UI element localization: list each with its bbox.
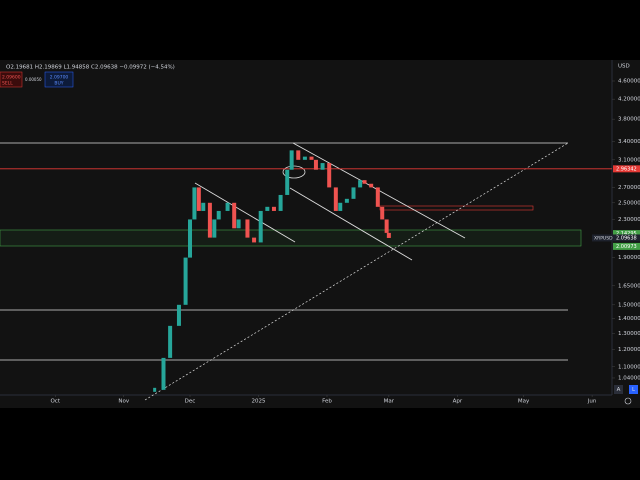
candle	[309, 156, 314, 160]
x-tick-label: Dec	[185, 399, 196, 405]
candle	[216, 210, 221, 220]
x-tick-label: Mar	[384, 399, 395, 405]
candle	[245, 219, 250, 238]
scale-button[interactable]	[614, 385, 623, 394]
x-tick-label: Jun	[587, 399, 597, 405]
candle	[338, 202, 343, 211]
chart-background	[0, 60, 640, 408]
candle	[201, 202, 206, 211]
scale-button[interactable]	[629, 385, 638, 394]
sell-price[interactable]: 2.09600	[2, 75, 21, 81]
candle	[192, 187, 197, 220]
x-tick-label: Feb	[322, 399, 332, 405]
y-tick-label: 1.50000	[618, 302, 640, 308]
y-tick-label: 1.30000	[618, 331, 640, 337]
y-tick-label: 2.30000	[618, 217, 640, 223]
candle	[285, 169, 290, 195]
price-tag-label: 2.96342	[616, 166, 637, 172]
y-tick-label: 1.04000	[618, 375, 640, 381]
y-tick-label: 1.20000	[618, 347, 640, 353]
ohlc-header: O2.19681 H2.19869 L1.94858 C2.09638 −0.0…	[6, 65, 175, 71]
y-tick-label: 2.50000	[618, 200, 640, 206]
y-tick-label: 3.10000	[618, 157, 640, 163]
candle	[278, 194, 283, 211]
price-tag	[613, 165, 640, 173]
candle	[188, 219, 193, 258]
candle	[207, 202, 212, 238]
candle	[232, 202, 237, 229]
candle	[344, 198, 349, 203]
y-tick-label: 3.80000	[618, 117, 640, 123]
y-tick-label: 1.90000	[618, 255, 640, 261]
candle	[369, 183, 374, 188]
candle	[375, 187, 380, 207]
sell-label[interactable]: SELL	[2, 81, 13, 87]
candle	[183, 257, 188, 305]
candle	[320, 163, 325, 170]
x-tick-label: Apr	[453, 399, 463, 405]
channel-line	[194, 182, 296, 243]
candle	[258, 210, 263, 243]
candle	[384, 219, 389, 233]
x-tick-label: Oct	[50, 399, 60, 405]
candle	[252, 237, 257, 243]
candle	[380, 206, 385, 220]
price-tag-label: 2.09638	[616, 235, 637, 241]
candle	[327, 163, 332, 188]
candle	[333, 187, 338, 211]
zone	[0, 229, 582, 247]
candle	[225, 202, 230, 211]
y-tick-label: 3.40000	[618, 139, 640, 145]
candle	[212, 219, 217, 238]
price-tag	[613, 242, 640, 250]
candle	[302, 156, 307, 160]
price-tag-label: 2.14295	[616, 231, 637, 237]
zone	[379, 205, 534, 211]
price-tag-label: 2.00973	[616, 244, 637, 250]
price-tag	[613, 234, 640, 242]
y-tick-label: 1.10000	[618, 364, 640, 370]
channel-line	[289, 187, 413, 261]
buy-label[interactable]: BUY	[54, 81, 63, 87]
candle	[265, 206, 270, 211]
candle	[236, 219, 241, 229]
scale-button-label[interactable]: L	[632, 387, 636, 393]
x-tick-label: 2025	[251, 399, 265, 405]
settings-icon[interactable]	[624, 397, 632, 405]
candle	[351, 187, 356, 199]
candle	[362, 180, 367, 184]
annotation-circle	[282, 165, 306, 179]
scale-button-label[interactable]: A	[617, 387, 621, 393]
candle	[271, 206, 276, 211]
x-tick-label: May	[518, 399, 530, 405]
y-tick-label: 1.65000	[618, 283, 640, 289]
y-tick-label: 2.70000	[618, 185, 640, 191]
spread: 0.00050	[25, 77, 42, 82]
candle	[386, 232, 391, 238]
candle	[161, 357, 166, 390]
candle	[358, 180, 363, 188]
currency[interactable]: USD	[618, 64, 630, 70]
candle	[176, 304, 181, 326]
candle	[196, 187, 201, 211]
x-tick-label: Nov	[118, 399, 129, 405]
y-tick-label: 1.40000	[618, 316, 640, 322]
symbol-label: XRPUSD	[594, 235, 613, 241]
y-tick-label: 4.60000	[618, 79, 640, 85]
candle	[168, 325, 173, 358]
candle	[313, 159, 318, 170]
buy-price[interactable]: 2.09700	[50, 75, 69, 81]
trendline	[144, 142, 569, 401]
buy-button[interactable]	[44, 71, 74, 88]
y-tick-label: 4.20000	[618, 97, 640, 103]
sell-button[interactable]	[0, 71, 23, 88]
candle	[289, 150, 294, 170]
symbol-tag	[592, 234, 613, 242]
price-tag	[613, 230, 640, 238]
candle	[296, 150, 301, 160]
